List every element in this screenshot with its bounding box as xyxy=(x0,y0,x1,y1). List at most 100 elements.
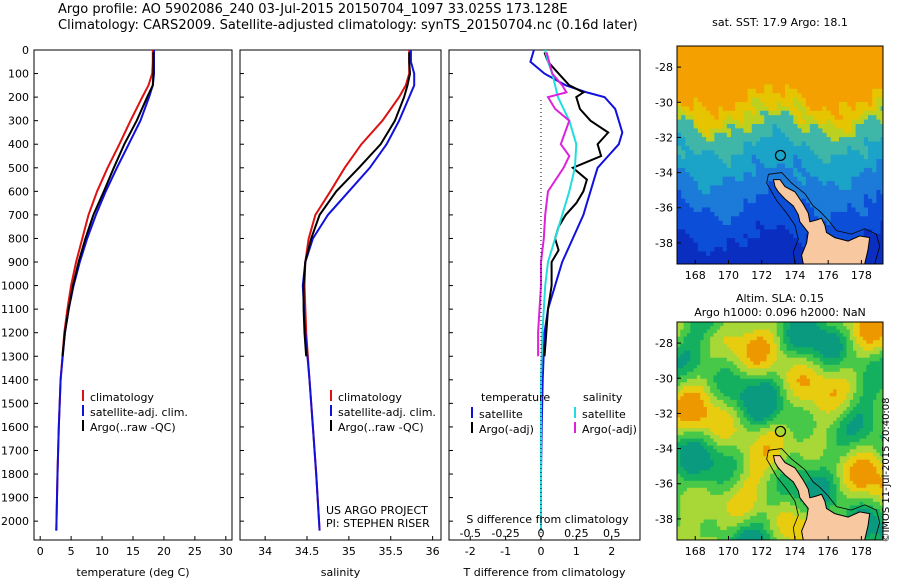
sst-cell xyxy=(855,46,861,50)
sla-cell xyxy=(683,388,688,393)
sst-cell xyxy=(764,101,769,107)
sla-cell xyxy=(726,336,731,341)
sst-cell xyxy=(830,140,836,146)
sst-cell xyxy=(747,215,753,221)
sla-cell xyxy=(696,518,701,523)
sst-cell xyxy=(764,158,769,164)
sla-cell xyxy=(680,536,685,540)
sla-cell xyxy=(723,357,728,362)
sla-cell xyxy=(806,413,811,418)
sst-cell xyxy=(847,79,853,85)
sst-cell xyxy=(780,255,786,261)
sla-cell xyxy=(746,332,751,337)
sla-cell xyxy=(723,350,728,355)
sla-cell xyxy=(693,381,698,386)
sst-cell xyxy=(685,224,691,230)
sla-cell xyxy=(760,332,764,337)
sst-cell xyxy=(830,176,836,182)
sla-cell xyxy=(706,445,711,450)
sla-cell xyxy=(703,413,708,418)
sla-cell xyxy=(687,325,691,330)
sla-cell xyxy=(750,357,754,362)
sst-cell xyxy=(839,53,844,58)
sst-cell xyxy=(880,162,883,168)
sst-cell xyxy=(797,92,803,98)
sla-cell xyxy=(799,504,804,509)
sla-cell xyxy=(716,360,721,365)
sst-cell xyxy=(851,53,857,58)
sst-cell xyxy=(797,246,803,252)
sla-cell xyxy=(736,518,741,523)
sst-cell xyxy=(859,132,865,138)
sla-cell xyxy=(799,455,804,460)
sla-cell xyxy=(716,378,721,383)
sla-cell xyxy=(706,420,711,425)
sst-cell xyxy=(768,140,774,146)
sla-cell xyxy=(806,476,811,481)
sst-cell xyxy=(697,57,703,63)
sla-cell xyxy=(723,504,728,509)
sla-cell xyxy=(799,329,804,334)
sst-cell xyxy=(805,167,811,173)
sla-cell xyxy=(693,395,698,400)
sla-cell xyxy=(683,325,688,330)
sla-cell xyxy=(713,420,718,425)
sst-cell xyxy=(793,246,799,252)
sla-cell xyxy=(693,525,698,530)
sla-cell xyxy=(790,374,794,379)
sst-cell xyxy=(822,180,828,186)
sla-cell xyxy=(760,420,764,425)
sst-cell xyxy=(847,114,853,120)
sst-cell xyxy=(735,189,740,195)
sla-cell xyxy=(770,416,774,421)
sla-cell xyxy=(690,466,695,471)
sst-cell xyxy=(760,127,765,133)
sst-cell xyxy=(735,110,740,116)
sla-cell xyxy=(736,427,741,432)
sst-cell xyxy=(843,176,848,182)
sst-cell xyxy=(847,70,853,76)
sla-cell xyxy=(687,438,691,443)
sst-cell xyxy=(681,101,686,107)
sst-cell xyxy=(872,114,877,120)
sla-cell xyxy=(756,416,761,421)
sla-cell xyxy=(793,529,798,534)
sst-cell xyxy=(735,70,740,76)
sst-cell xyxy=(706,220,711,225)
sla-cell xyxy=(773,353,778,358)
sst-cell xyxy=(839,92,844,98)
sla-cell xyxy=(700,494,705,499)
sla-cell xyxy=(713,392,718,397)
sst-cell xyxy=(868,158,873,164)
sst-cell xyxy=(818,211,823,217)
sst-cell xyxy=(797,259,803,264)
sst-cell xyxy=(722,259,728,264)
sst-cell xyxy=(747,105,753,111)
sla-cell xyxy=(793,395,798,400)
sla-cell xyxy=(786,395,791,400)
sst-cell xyxy=(681,70,686,76)
sla-cell xyxy=(706,399,711,404)
sst-cell xyxy=(714,97,720,102)
sst-cell xyxy=(718,193,724,199)
sla-cell xyxy=(710,329,715,334)
sst-cell xyxy=(677,242,682,247)
sst-cell xyxy=(681,140,686,146)
sst-cell xyxy=(726,259,732,264)
sst-cell xyxy=(876,259,882,264)
sla-cell xyxy=(803,374,808,379)
sla-cell xyxy=(726,343,731,348)
sla-cell xyxy=(796,529,801,534)
sla-cell xyxy=(730,322,735,327)
sla-cell xyxy=(740,339,744,344)
sst-cell xyxy=(718,57,724,63)
sla-cell xyxy=(723,462,728,467)
sla-cell xyxy=(799,402,804,407)
sst-cell xyxy=(855,101,861,107)
sst-cell xyxy=(876,189,882,195)
sst-cell xyxy=(843,70,848,76)
sst-cell xyxy=(789,92,794,98)
sst-cell xyxy=(801,145,807,151)
sla-cell xyxy=(753,385,758,390)
sst-cell xyxy=(747,154,753,160)
